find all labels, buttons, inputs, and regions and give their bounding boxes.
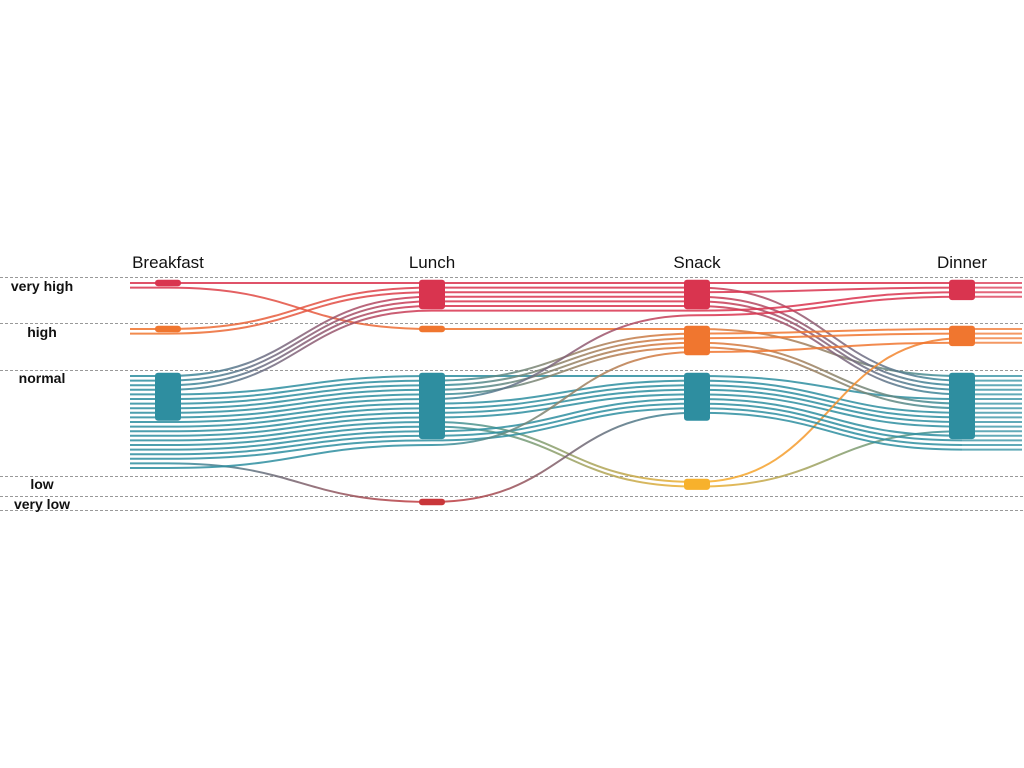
flow-ribbon bbox=[167, 393, 433, 414]
flow-ribbon bbox=[431, 407, 698, 442]
level-label-normal: normal bbox=[19, 370, 66, 386]
flow-ribbon bbox=[431, 393, 698, 419]
level-labels: very high high normal low very low bbox=[11, 278, 73, 512]
flow-ribbon bbox=[696, 337, 963, 483]
flow-ribbon bbox=[167, 407, 433, 428]
flow-ribbon bbox=[167, 305, 433, 387]
axis-label-snack: Snack bbox=[673, 253, 721, 272]
flow-ribbon bbox=[431, 337, 698, 387]
flow-ribbon bbox=[431, 398, 698, 433]
flow-ribbon bbox=[167, 286, 433, 330]
flow-ribbon bbox=[167, 425, 433, 446]
category-nodes bbox=[155, 279, 975, 506]
flow-ribbon bbox=[167, 384, 433, 405]
flow-ribbon bbox=[431, 341, 698, 391]
flow-ribbon bbox=[431, 388, 698, 414]
node-dinner-high bbox=[949, 325, 975, 347]
axis-label-lunch: Lunch bbox=[409, 253, 455, 272]
flow-ribbon bbox=[696, 332, 963, 340]
flow-ribbon bbox=[167, 388, 433, 410]
flow-ribbon bbox=[696, 291, 963, 312]
node-lunch-very-low bbox=[419, 498, 445, 506]
flow-ribbon bbox=[431, 421, 698, 483]
flow-ribbon bbox=[696, 379, 963, 414]
flow-ribbon bbox=[167, 402, 433, 423]
flow-ribbon bbox=[431, 411, 698, 503]
node-dinner-normal bbox=[949, 372, 975, 440]
flow-ribbon bbox=[696, 407, 963, 446]
node-breakfast-normal bbox=[155, 372, 181, 421]
node-breakfast-high bbox=[155, 325, 181, 333]
node-dinner-very-high bbox=[949, 279, 975, 301]
flow-ribbon bbox=[167, 375, 433, 396]
flow-ribbon bbox=[696, 411, 963, 451]
flow-ribbon bbox=[431, 314, 698, 400]
flow-ribbon bbox=[431, 346, 698, 396]
node-snack-very-high bbox=[684, 279, 710, 310]
axis-label-dinner: Dinner bbox=[937, 253, 987, 272]
flow-ribbon bbox=[167, 291, 433, 335]
flow-ribbon bbox=[167, 295, 433, 377]
flow-ribbon bbox=[696, 341, 963, 405]
flow-ribbon bbox=[696, 295, 963, 387]
flow-ribbon bbox=[431, 402, 698, 437]
node-lunch-normal bbox=[419, 372, 445, 440]
level-label-high: high bbox=[27, 324, 57, 340]
node-snack-low bbox=[684, 478, 710, 490]
level-label-low: low bbox=[30, 476, 53, 492]
level-dividers bbox=[0, 277, 1024, 511]
flow-ribbon bbox=[167, 309, 433, 391]
flow-ribbon bbox=[431, 384, 698, 410]
flow-ribbon bbox=[696, 402, 963, 442]
flow-ribbon bbox=[696, 341, 963, 353]
flow-ribbon bbox=[696, 388, 963, 423]
flow-ribbon bbox=[696, 346, 963, 410]
flow-ribbon bbox=[696, 328, 963, 377]
flow-ribbon bbox=[167, 421, 433, 442]
flow-ribbon bbox=[167, 462, 433, 503]
flow-ribbon bbox=[167, 379, 433, 400]
node-lunch-high bbox=[419, 325, 445, 333]
flow-ribbon bbox=[167, 430, 433, 451]
flow-ribbon bbox=[167, 434, 433, 456]
flow-ribbon bbox=[167, 416, 433, 437]
flow-ribbon bbox=[696, 295, 963, 317]
axis-label-breakfast: Breakfast bbox=[132, 253, 204, 272]
node-snack-high bbox=[684, 325, 710, 356]
node-snack-normal bbox=[684, 372, 710, 421]
flow-ribbon bbox=[167, 398, 433, 419]
flow-ribbon bbox=[696, 328, 963, 335]
flow-ribbon bbox=[696, 375, 963, 400]
flow-ribbon bbox=[167, 411, 433, 433]
level-label-very-low: very low bbox=[14, 496, 70, 512]
flow-ribbon bbox=[696, 398, 963, 437]
flow-ribbon bbox=[696, 286, 963, 294]
node-breakfast-very-high bbox=[155, 279, 181, 287]
flow-ribbons bbox=[130, 281, 1022, 503]
flow-ribbon bbox=[696, 300, 963, 391]
level-label-very-high: very high bbox=[11, 278, 73, 294]
flow-ribbon bbox=[167, 300, 433, 382]
flow-ribbon bbox=[167, 444, 433, 469]
flow-ribbon bbox=[431, 379, 698, 405]
node-lunch-very-high bbox=[419, 279, 445, 310]
axis-labels: Breakfast Lunch Snack Dinner bbox=[132, 253, 987, 272]
flow-ribbon bbox=[167, 439, 433, 460]
flow-ribbon bbox=[431, 351, 698, 446]
flow-ribbon bbox=[696, 384, 963, 419]
